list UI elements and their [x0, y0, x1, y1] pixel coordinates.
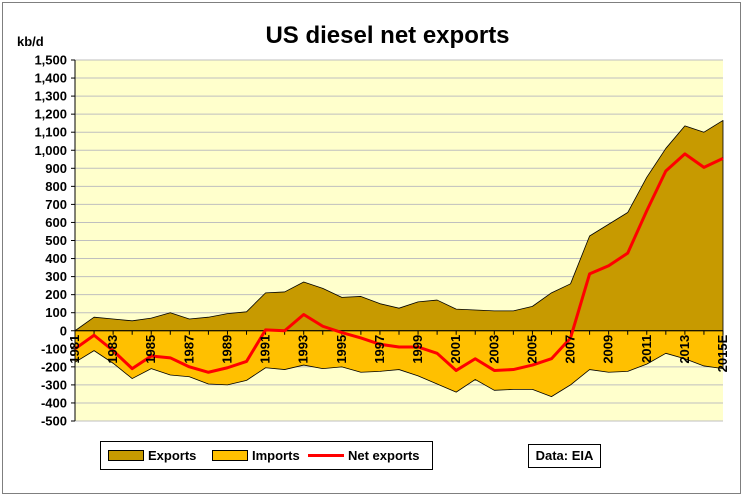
- x-tick-label: 2005: [524, 335, 539, 364]
- x-tick-label: 1991: [258, 335, 273, 364]
- y-tick-label: -100: [41, 341, 67, 356]
- y-tick-label: 1,000: [34, 143, 67, 158]
- x-tick-label: 1999: [410, 335, 425, 364]
- legend-label-net-exports: Net exports: [348, 448, 420, 463]
- y-tick-label: 1,400: [34, 71, 67, 86]
- y-tick-label: 500: [45, 233, 67, 248]
- legend-item-imports: Imports: [212, 449, 300, 463]
- x-tick-label: 2003: [486, 335, 501, 364]
- legend-swatch-net-exports: [308, 454, 344, 458]
- legend-item-exports: Exports: [108, 449, 196, 463]
- x-tick-label: 2007: [563, 335, 578, 364]
- legend-item-net-exports: Net exports: [308, 449, 420, 463]
- x-tick-label: 2001: [448, 335, 463, 364]
- x-tick-label: 1993: [296, 335, 311, 364]
- y-tick-label: 100: [45, 305, 67, 320]
- x-tick-label: 1985: [143, 335, 158, 364]
- x-tick-label: 1987: [181, 335, 196, 364]
- legend: Exports Imports Net exports: [100, 441, 433, 470]
- y-tick-label: 700: [45, 197, 67, 212]
- y-tick-label: 0: [60, 323, 67, 338]
- chart-title: US diesel net exports: [265, 22, 510, 49]
- y-tick-label: 1,200: [34, 107, 67, 122]
- legend-label-imports: Imports: [252, 448, 300, 463]
- x-tick-label: 2015E: [715, 334, 730, 372]
- y-tick-label: 600: [45, 215, 67, 230]
- y-tick-label: -400: [41, 395, 67, 410]
- legend-label-exports: Exports: [148, 448, 197, 463]
- y-tick-label: -200: [41, 359, 67, 374]
- y-tick-label: -500: [41, 414, 67, 429]
- y-tick-label: -300: [41, 377, 67, 392]
- x-tick-label: 1997: [372, 335, 387, 364]
- y-tick-label: 900: [45, 161, 67, 176]
- x-tick-label: 1983: [105, 335, 120, 364]
- legend-swatch-exports: [108, 450, 144, 462]
- y-tick-label: 800: [45, 179, 67, 194]
- y-tick-label: 300: [45, 269, 67, 284]
- x-tick-label: 1995: [334, 335, 349, 364]
- y-tick-label: 1,300: [34, 89, 67, 104]
- y-tick-label: 1,500: [34, 53, 67, 68]
- line-series-net-exports: [74, 152, 724, 374]
- legend-swatch-imports: [212, 450, 248, 462]
- y-axis-label: kb/d: [17, 34, 44, 49]
- area-series-exports: [74, 120, 724, 332]
- y-tick-label: 1,100: [34, 125, 67, 140]
- y-tick-label: 400: [45, 251, 67, 266]
- x-tick-label: 2013: [677, 335, 692, 364]
- x-tick-label: 2009: [601, 335, 616, 364]
- x-tick-label: 1981: [67, 335, 82, 364]
- y-tick-label: 200: [45, 287, 67, 302]
- source-note: Data: EIA: [528, 444, 601, 468]
- x-tick-label: 1989: [219, 335, 234, 364]
- x-tick-label: 2011: [639, 335, 654, 363]
